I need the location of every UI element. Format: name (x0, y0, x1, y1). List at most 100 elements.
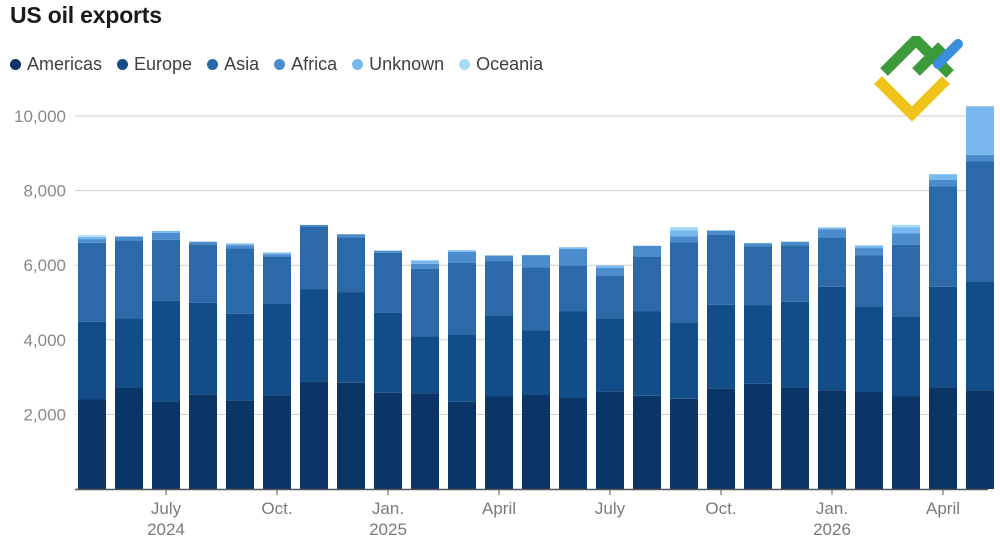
bar-segment (633, 245, 661, 257)
bar-segment (300, 224, 328, 227)
bar-segment (411, 268, 439, 337)
x-tick-label-year: 2026 (813, 520, 851, 539)
bar-segment (485, 315, 513, 397)
bar-segment (855, 245, 883, 249)
bar-segment (226, 313, 254, 401)
bar-segment (337, 237, 365, 293)
bar-segment (374, 250, 402, 253)
bar-segment (448, 401, 476, 489)
bar-segment (226, 243, 254, 246)
bar-segment (966, 154, 994, 162)
bar-segment (189, 394, 217, 489)
bar-segment (152, 401, 180, 489)
bar-segment (818, 229, 846, 238)
bar-segment (818, 227, 846, 230)
bar-segment (189, 241, 217, 245)
bar-segment (522, 330, 550, 396)
bar-segment (226, 248, 254, 314)
legend-label: Oceania (476, 54, 544, 74)
legend-item: Oceania (459, 54, 543, 75)
bar-segment (559, 311, 587, 398)
bar-segment (78, 321, 106, 400)
x-tick-label-month: April (482, 499, 516, 518)
legend-item: Europe (117, 54, 192, 75)
chart-title: US oil exports (10, 2, 162, 28)
bar-segment (300, 289, 328, 382)
legend-swatch (352, 59, 364, 70)
legend-item: Americas (10, 54, 102, 75)
bar-segment (818, 286, 846, 391)
x-tick-label-month: Oct. (705, 499, 736, 518)
bar-segment (892, 224, 920, 228)
bar-segment (855, 306, 883, 393)
bar-segment (596, 275, 624, 319)
bar-segment (374, 312, 402, 393)
bar-segment (411, 336, 439, 394)
bar-segment (670, 236, 698, 243)
bar-segment (818, 237, 846, 287)
bar-segment (855, 255, 883, 307)
x-tick-label-year: 2024 (147, 520, 185, 539)
bar-segment (670, 227, 698, 231)
bar-segment (115, 387, 143, 489)
bar-segment (337, 234, 365, 238)
legend-label: Unknown (369, 54, 445, 74)
legend-swatch (117, 59, 129, 70)
legend-label: Europe (134, 54, 193, 74)
bar-segment (633, 395, 661, 489)
bar-segment (670, 323, 698, 399)
y-tick-label: 2,000 (23, 405, 66, 424)
bar-segment (300, 226, 328, 290)
bar-segment (929, 387, 957, 489)
bar-segment (152, 239, 180, 301)
bar-segment (374, 392, 402, 489)
bar-segment (781, 245, 809, 302)
bar-segment (559, 397, 587, 489)
bar-segment (115, 240, 143, 319)
bar-segment (411, 393, 439, 489)
legend-label: Africa (291, 54, 338, 74)
bar-segment (596, 391, 624, 489)
bar-segment (781, 387, 809, 489)
bar-segment (485, 396, 513, 489)
y-tick-label: 4,000 (23, 331, 66, 350)
bar-segment (707, 304, 735, 389)
bar-segment (448, 262, 476, 335)
bar-segment (744, 383, 772, 489)
bar-segment (633, 256, 661, 312)
bar-segment (485, 255, 513, 262)
bar-segment (929, 286, 957, 388)
bar-segment (892, 233, 920, 245)
bar-segment (744, 246, 772, 306)
legend-item: Asia (207, 54, 259, 75)
bar-segment (374, 252, 402, 313)
bar-segment (781, 241, 809, 246)
bar-segment (152, 230, 180, 233)
legend-label: Asia (224, 54, 260, 74)
x-tick-label-month: Jan. (372, 499, 404, 518)
bar-segment (596, 267, 624, 276)
brand-logo (874, 36, 963, 122)
x-tick-label-month: April (926, 499, 960, 518)
bar-segment (263, 256, 291, 304)
bar-segment (189, 244, 217, 303)
logo-yellow-chevron (874, 76, 950, 122)
bar-segment (892, 227, 920, 234)
bar-segment (115, 236, 143, 241)
bar-segment (855, 248, 883, 256)
bar-segment (78, 399, 106, 489)
logo-green-cross (912, 42, 946, 76)
bar-segment (892, 316, 920, 397)
bar-segment (189, 302, 217, 395)
bar-segment (263, 252, 291, 255)
bar-segment (226, 400, 254, 489)
bar-segment (929, 186, 957, 287)
y-tick-label: 8,000 (23, 182, 66, 201)
bar-segment (448, 334, 476, 402)
bar-segment (781, 301, 809, 388)
bar-segment (892, 396, 920, 489)
bar-segment (892, 244, 920, 317)
bar-segment (226, 245, 254, 249)
bar-segment (670, 398, 698, 489)
